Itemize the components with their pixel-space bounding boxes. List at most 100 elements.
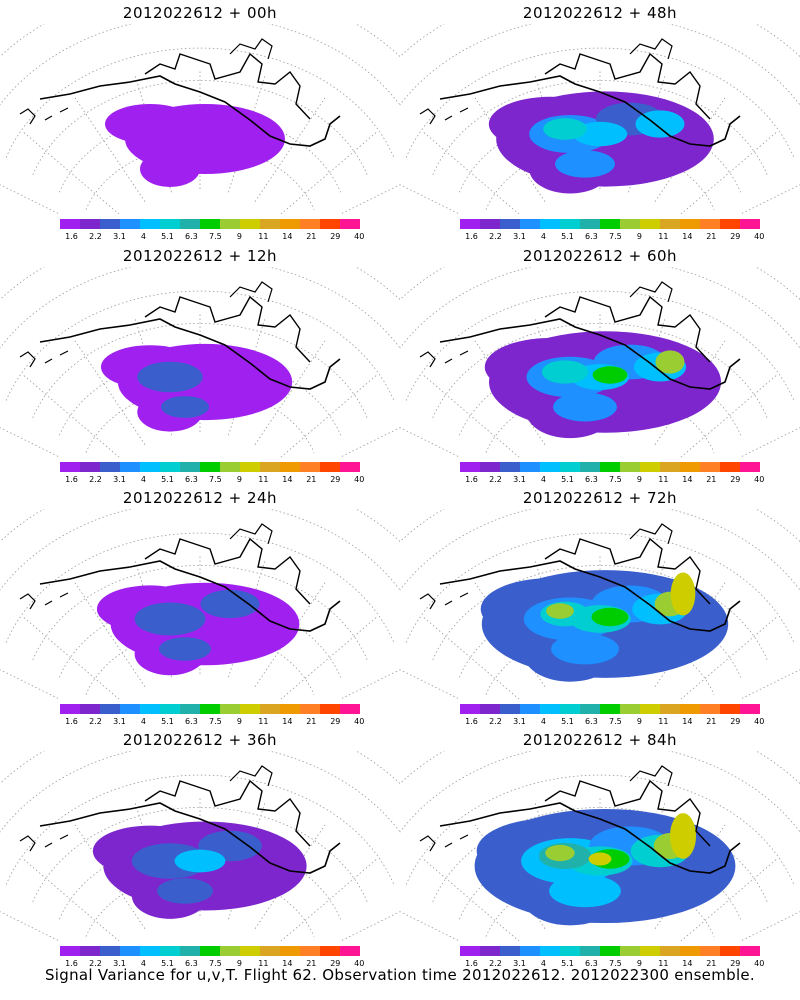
colorbar-tick-label: 29 bbox=[330, 232, 341, 241]
graticule-latitude bbox=[0, 24, 400, 106]
colorbar-tick-label: 4 bbox=[140, 232, 147, 241]
graticule-meridian bbox=[400, 427, 461, 457]
colorbar-tick-label: 40 bbox=[754, 475, 765, 484]
variance-region bbox=[161, 396, 209, 418]
figure-caption: Signal Variance for u,v,T. Flight 62. Ob… bbox=[44, 966, 756, 984]
graticule-latitude bbox=[5, 774, 395, 885]
colorbar-swatch bbox=[720, 462, 740, 472]
variance-region bbox=[159, 637, 211, 661]
colorbar-swatch bbox=[740, 462, 760, 472]
coastline bbox=[439, 802, 741, 874]
coastline bbox=[439, 318, 741, 390]
colorbar-tick-label: 14 bbox=[682, 475, 693, 484]
colorbar-swatch bbox=[600, 946, 620, 956]
colorbar-tick-label: 5.1 bbox=[561, 959, 574, 968]
colorbar-tick-label: 11 bbox=[658, 717, 669, 726]
colorbar-tick-label: 6.3 bbox=[185, 232, 198, 241]
colorbar-swatch bbox=[460, 219, 480, 229]
colorbar-swatch bbox=[220, 946, 240, 956]
colorbar-tick-label: 3.1 bbox=[113, 959, 126, 968]
colorbar-tick-label: 40 bbox=[354, 232, 365, 241]
graticule-meridian bbox=[280, 616, 378, 699]
graticule-latitude bbox=[85, 629, 315, 695]
colorbar-swatch bbox=[300, 462, 320, 472]
colorbar-tick-label: 29 bbox=[730, 717, 741, 726]
coastline bbox=[629, 523, 673, 545]
coastline bbox=[39, 75, 341, 147]
colorbar-swatch bbox=[80, 462, 100, 472]
variance-region bbox=[555, 150, 615, 178]
polar-map bbox=[0, 267, 400, 457]
coastline bbox=[419, 107, 469, 125]
colorbar-tick-label: 1.6 bbox=[465, 475, 478, 484]
colorbar-tick-label: 21 bbox=[706, 232, 717, 241]
coastline bbox=[629, 281, 673, 303]
graticule-meridian bbox=[422, 858, 520, 941]
colorbar-swatch bbox=[620, 946, 640, 956]
colorbar-swatch bbox=[300, 946, 320, 956]
colorbar-tick-label: 9 bbox=[636, 232, 642, 241]
variance-region bbox=[134, 602, 206, 636]
colorbar-tick-label: 5.1 bbox=[161, 959, 174, 968]
variance-region bbox=[545, 844, 575, 862]
panel-title: 2012022612 + 72h bbox=[522, 489, 678, 507]
colorbar-tick-label: 4 bbox=[540, 717, 547, 726]
colorbar-tick-label: 21 bbox=[706, 959, 717, 968]
colorbar-swatch bbox=[180, 704, 200, 714]
colorbar-swatch bbox=[560, 704, 580, 714]
graticule-meridian bbox=[22, 374, 120, 457]
colorbar-swatch bbox=[720, 219, 740, 229]
graticule-latitude bbox=[0, 509, 400, 591]
variance-region bbox=[549, 874, 621, 908]
colorbar-swatch bbox=[80, 219, 100, 229]
colorbar-swatch bbox=[100, 462, 120, 472]
colorbar-swatch bbox=[660, 946, 680, 956]
variance-region bbox=[543, 118, 587, 140]
colorbar: 1.6 2.2 3.1 4 5.1 6.3 7.5 9 11 14 21 29 40 bbox=[460, 946, 764, 974]
variance-region bbox=[174, 849, 226, 873]
colorbar-tick-label: 2.2 bbox=[489, 717, 502, 726]
graticule-latitude bbox=[485, 144, 715, 210]
colorbar-tick-label: 1.6 bbox=[65, 717, 78, 726]
colorbar-swatch bbox=[240, 462, 260, 472]
colorbar-tick-label: 1.6 bbox=[65, 475, 78, 484]
colorbar-swatch bbox=[480, 462, 500, 472]
colorbar-swatch bbox=[680, 704, 700, 714]
graticule-meridian bbox=[422, 616, 520, 699]
graticule-latitude bbox=[400, 267, 800, 349]
colorbar-tick-label: 40 bbox=[754, 959, 765, 968]
colorbar-tick-label: 1.6 bbox=[465, 717, 478, 726]
colorbar-tick-label: 6.3 bbox=[585, 959, 598, 968]
colorbar-swatch bbox=[740, 946, 760, 956]
variance-region bbox=[670, 572, 696, 616]
graticule-meridian bbox=[0, 427, 61, 457]
colorbar-swatch bbox=[500, 704, 520, 714]
colorbar-swatch bbox=[640, 219, 660, 229]
graticule-latitude bbox=[405, 47, 795, 158]
forecast-panel: 2012022612 + 48h 1.6 2.2 3.1 4 5.1 6.3 7.5 9 11 14… bbox=[400, 0, 800, 245]
colorbar-tick-label: 11 bbox=[658, 959, 669, 968]
polar-map bbox=[0, 751, 400, 941]
colorbar-tick-label: 7.5 bbox=[209, 959, 222, 968]
colorbar-swatch bbox=[700, 704, 720, 714]
coastline bbox=[544, 779, 711, 847]
colorbar-tick-label: 7.5 bbox=[209, 717, 222, 726]
variance-region bbox=[553, 392, 617, 422]
colorbar-tick-label: 3.1 bbox=[113, 475, 126, 484]
panel-title: 2012022612 + 60h bbox=[522, 247, 678, 265]
colorbar-swatch bbox=[600, 704, 620, 714]
colorbar-swatch bbox=[540, 219, 560, 229]
colorbar-tick-label: 14 bbox=[282, 232, 293, 241]
variance-region bbox=[140, 151, 200, 187]
graticule-meridian bbox=[254, 340, 326, 445]
colorbar-swatch bbox=[160, 704, 180, 714]
colorbar: 1.6 2.2 3.1 4 5.1 6.3 7.5 9 11 14 21 29 40 bbox=[460, 462, 764, 490]
colorbar: 1.6 2.2 3.1 4 5.1 6.3 7.5 9 11 14 21 29 40 bbox=[60, 219, 364, 247]
colorbar-tick-label: 21 bbox=[706, 475, 717, 484]
graticule-latitude bbox=[0, 751, 400, 833]
colorbar-tick-label: 40 bbox=[354, 717, 365, 726]
colorbar-tick-label: 40 bbox=[354, 959, 365, 968]
panel-title: 2012022612 + 48h bbox=[522, 4, 678, 22]
colorbar-tick-label: 4 bbox=[540, 232, 547, 241]
colorbar-tick-label: 6.3 bbox=[585, 232, 598, 241]
